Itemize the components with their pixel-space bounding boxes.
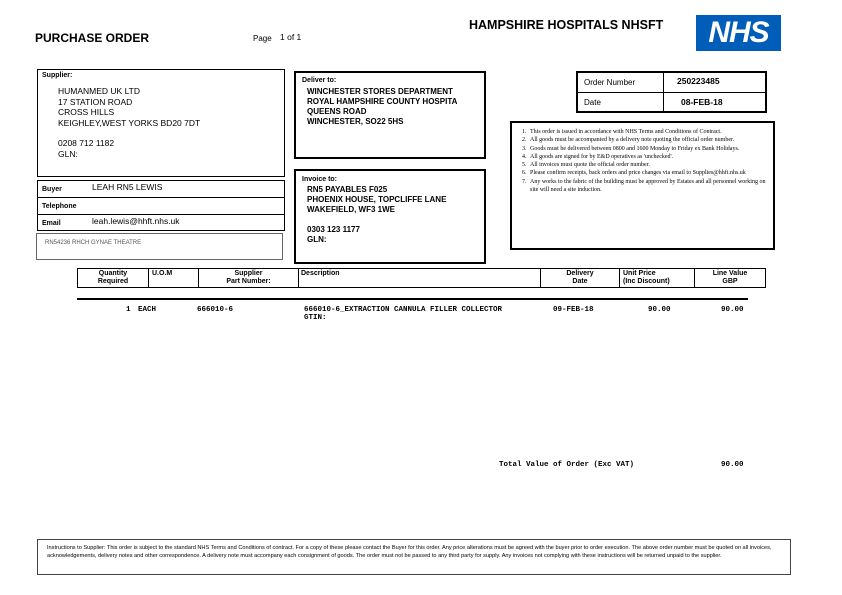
supplier-address: 17 STATION ROAD bbox=[58, 96, 133, 107]
invoice-address: RN5 PAYABLES F025 bbox=[307, 185, 388, 194]
divider bbox=[77, 298, 748, 300]
supplier-instructions-box: Instructions to Supplier: This order is … bbox=[37, 539, 791, 575]
order-number-label: Order Number bbox=[584, 78, 636, 87]
order-number: 250223485 bbox=[677, 76, 720, 86]
column-header: Quantity Required bbox=[78, 269, 149, 287]
term-item: All goods are signed for by E&D operativ… bbox=[528, 153, 773, 161]
order-info-box: Order Number 250223485 Date 08-FEB-18 bbox=[576, 71, 767, 113]
invoice-to-box: Invoice to: RN5 PAYABLES F025 PHOENIX HO… bbox=[294, 169, 486, 264]
buyer-name: LEAH RN5 LEWIS bbox=[92, 182, 163, 192]
supplier-name: HUMANMED UK LTD bbox=[58, 86, 141, 96]
deliver-address: QUEENS ROAD bbox=[307, 107, 367, 116]
term-item: Please confirm receipts, back orders and… bbox=[528, 169, 773, 177]
page-title: PURCHASE ORDER bbox=[35, 31, 150, 45]
terms-box: This order is issued in accordance with … bbox=[510, 121, 775, 250]
reference-box: RN54236 RHCH GYNAE THEATRE bbox=[36, 233, 283, 260]
organisation-name: HAMPSHIRE HOSPITALS NHSFT bbox=[469, 18, 664, 32]
deliver-label: Deliver to: bbox=[302, 77, 337, 84]
supplier-address: KEIGHLEY,WEST YORKS BD20 7DT bbox=[58, 117, 201, 128]
quantity: 1 bbox=[126, 306, 131, 314]
term-item: Goods must be delivered between 0800 and… bbox=[528, 145, 773, 153]
deliver-address: WINCHESTER STORES DEPARTMENT bbox=[307, 87, 453, 96]
nhs-logo: NHS bbox=[696, 15, 781, 51]
reference-text: RN54236 RHCH GYNAE THEATRE bbox=[45, 240, 142, 246]
supplier-label: Supplier: bbox=[42, 72, 73, 79]
gtin: GTIN: bbox=[304, 314, 327, 322]
uom: EACH bbox=[138, 306, 157, 314]
buyer-box: Buyer LEAH RN5 LEWIS Telephone Email lea… bbox=[37, 180, 285, 231]
telephone-label: Telephone bbox=[42, 203, 77, 210]
page-number: 1 of 1 bbox=[280, 32, 302, 42]
date-label: Date bbox=[584, 98, 601, 107]
invoice-address: PHOENIX HOUSE, TOPCLIFFE LANE bbox=[307, 195, 447, 204]
delivery-date: 09-FEB-18 bbox=[553, 306, 594, 314]
term-item: All goods must be accompanied by a deliv… bbox=[528, 136, 773, 144]
column-header: Supplier Part Number: bbox=[199, 269, 299, 287]
invoice-label: Invoice to: bbox=[302, 176, 338, 183]
term-item: This order is issued in accordance with … bbox=[528, 128, 773, 136]
term-item: All invoices must quote the official ord… bbox=[528, 161, 773, 169]
line-value: 90.00 bbox=[721, 306, 744, 314]
column-header: Delivery Date bbox=[541, 269, 620, 287]
invoice-gln: GLN: bbox=[307, 235, 327, 244]
supplier-box: Supplier: HUMANMED UK LTD 17 STATION ROA… bbox=[37, 69, 285, 177]
deliver-to-box: Deliver to: WINCHESTER STORES DEPARTMENT… bbox=[294, 71, 486, 159]
invoice-address: WAKEFIELD, WF3 1WE bbox=[307, 205, 395, 214]
page-label: Page bbox=[253, 34, 272, 43]
buyer-email[interactable]: leah.lewis@hhft.nhs.uk bbox=[92, 216, 180, 226]
invoice-phone: 0303 123 1177 bbox=[307, 225, 360, 234]
column-header: U.O.M bbox=[149, 269, 199, 287]
supplier-phone: 0208 712 1182 bbox=[58, 138, 115, 148]
unit-price: 90.00 bbox=[648, 306, 671, 314]
description: 666010-6_EXTRACTION CANNULA FILLER COLLE… bbox=[304, 306, 503, 314]
deliver-address: ROYAL HAMPSHIRE COUNTY HOSPITA bbox=[307, 97, 458, 106]
total-value: 90.00 bbox=[721, 461, 744, 469]
email-label: Email bbox=[42, 220, 61, 227]
supplier-instructions: Instructions to Supplier: This order is … bbox=[47, 545, 772, 560]
deliver-address: WINCHESTER, SO22 5HS bbox=[307, 117, 404, 126]
part-number: 666010-6 bbox=[197, 306, 234, 314]
total-label: Total Value of Order (Exc VAT) bbox=[499, 461, 635, 469]
column-header: Line Value GBP bbox=[712, 270, 748, 285]
table-header: Quantity Required U.O.M Supplier Part Nu… bbox=[77, 268, 766, 288]
term-item: Any works to the fabric of the building … bbox=[528, 178, 773, 195]
column-header: Unit Price (Inc Discount) bbox=[620, 269, 695, 287]
supplier-address: CROSS HILLS bbox=[58, 107, 115, 117]
order-date: 08-FEB-18 bbox=[681, 97, 723, 107]
column-header: Description bbox=[299, 269, 541, 287]
buyer-label: Buyer bbox=[42, 186, 62, 193]
supplier-gln: GLN: bbox=[58, 148, 78, 159]
